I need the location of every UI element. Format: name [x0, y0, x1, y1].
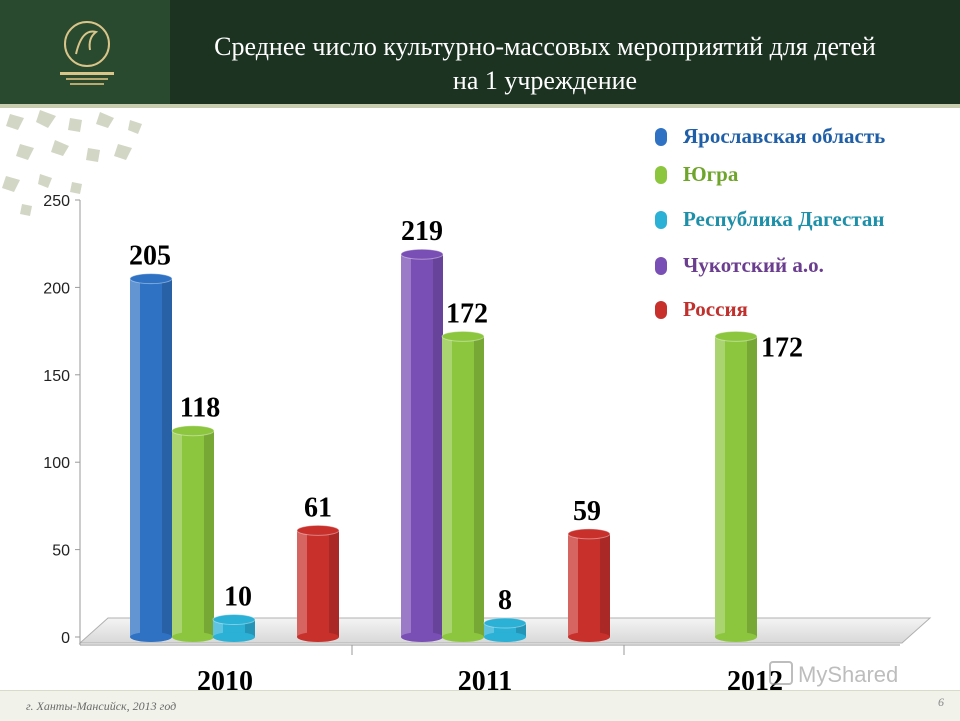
title-line-2: на 1 учреждение — [452, 66, 638, 95]
y-tick-label: 150 — [43, 368, 70, 385]
bar-shade — [747, 336, 757, 637]
data-label: 172 — [446, 298, 488, 329]
bar-1-1 — [441, 330, 485, 642]
department-logo-icon — [60, 21, 114, 85]
bar-body — [568, 533, 610, 637]
data-label: 61 — [304, 492, 332, 523]
legend-item-dagestan: Республика Дагестан — [655, 207, 884, 232]
bar-top — [441, 330, 485, 342]
legend-label-yugra: Югра — [683, 162, 739, 186]
legend-item-chukotka: Чукотский а.о. — [655, 253, 824, 278]
header-divider — [0, 104, 960, 108]
data-label: 219 — [401, 216, 443, 247]
y-tick-label: 50 — [52, 543, 70, 560]
bar-highlight — [130, 278, 140, 637]
bar-highlight — [484, 623, 494, 637]
data-label: 10 — [224, 582, 252, 613]
bar-highlight — [401, 254, 411, 638]
bar-shade — [516, 623, 526, 637]
bar-shade — [329, 530, 339, 637]
bar-base — [401, 632, 443, 642]
bar-shade — [474, 336, 484, 637]
data-label: 59 — [573, 496, 601, 527]
bar-0-0 — [129, 273, 173, 642]
bar-body — [715, 336, 757, 637]
legend-swatch-russia — [655, 300, 667, 319]
legend-label-russia: Россия — [683, 297, 748, 321]
bar-shade — [204, 430, 214, 637]
watermark-logo: MyShared — [769, 661, 898, 687]
bar-base — [484, 632, 526, 642]
bar-body — [130, 278, 172, 637]
watermark-icon — [769, 661, 793, 685]
legend-item-yugra: Югра — [655, 162, 738, 187]
bar-highlight — [172, 430, 182, 637]
bar-body — [172, 430, 214, 637]
footer: г. Ханты-Мансийск, 2013 год 6 — [0, 690, 960, 721]
bar-top — [296, 524, 340, 536]
bar-top — [212, 614, 256, 626]
bar-base — [568, 632, 610, 642]
bar-top — [714, 330, 758, 342]
data-label: 118 — [180, 393, 220, 424]
bar-top — [567, 528, 611, 540]
data-label: 172 — [761, 332, 803, 363]
legend-label-yaroslavl: Ярославская область — [683, 124, 886, 148]
bar-highlight — [213, 619, 223, 637]
bar-shade — [162, 278, 172, 637]
bar-base — [213, 632, 255, 642]
bar-body — [401, 254, 443, 638]
footer-text: г. Ханты-Мансийск, 2013 год — [26, 699, 177, 713]
bar-shade — [433, 254, 443, 638]
y-tick-label: 200 — [43, 280, 70, 297]
bar-top — [171, 425, 215, 437]
slide-title: Среднее число культурно-массовых меропри… — [150, 30, 940, 98]
legend-label-chukotka: Чукотский а.о. — [683, 253, 824, 277]
legend-swatch-chukotka — [655, 256, 667, 275]
bar-top — [400, 248, 444, 260]
bar-body — [213, 619, 255, 637]
bar-1-2 — [483, 617, 527, 642]
y-tick-label: 250 — [43, 193, 70, 210]
bar-base — [297, 632, 339, 642]
bar-highlight — [297, 530, 307, 637]
y-tick-label: 0 — [61, 630, 70, 647]
page-number: 6 — [938, 695, 944, 709]
bar-0-1 — [171, 425, 215, 642]
legend-label-dagestan: Республика Дагестан — [683, 207, 885, 231]
bar-highlight — [715, 336, 725, 637]
bar-0-2 — [212, 614, 256, 642]
data-label: 205 — [129, 241, 171, 272]
data-label: 8 — [498, 585, 512, 616]
bar-highlight — [568, 533, 578, 637]
bar-base — [442, 632, 484, 642]
watermark-text: MyShared — [798, 662, 898, 687]
y-tick-label: 100 — [43, 455, 70, 472]
bar-0-4 — [296, 524, 340, 642]
bar-top — [129, 273, 173, 285]
bar-shade — [245, 619, 255, 637]
legend-item-yaroslavl: Ярославская область — [655, 124, 885, 149]
bar-base — [172, 632, 214, 642]
bar-highlight — [442, 336, 452, 637]
bar-top — [483, 617, 527, 629]
bar-2-1 — [714, 330, 758, 642]
legend-swatch-yugra — [655, 165, 667, 184]
bar-body — [442, 336, 484, 637]
legend-item-russia: Россия — [655, 297, 748, 322]
bar-base — [130, 632, 172, 642]
title-line-1: Среднее число культурно-массовых меропри… — [214, 32, 876, 61]
decorative-leaves-icon — [2, 110, 142, 216]
bar-1-3 — [400, 248, 444, 642]
bar-body — [297, 530, 339, 637]
bar-shade — [600, 533, 610, 637]
bar-1-4 — [567, 528, 611, 642]
bar-base — [715, 632, 757, 642]
legend-swatch-yaroslavl — [655, 127, 667, 146]
legend-swatch-dagestan — [655, 210, 667, 229]
logo-area — [0, 0, 170, 104]
